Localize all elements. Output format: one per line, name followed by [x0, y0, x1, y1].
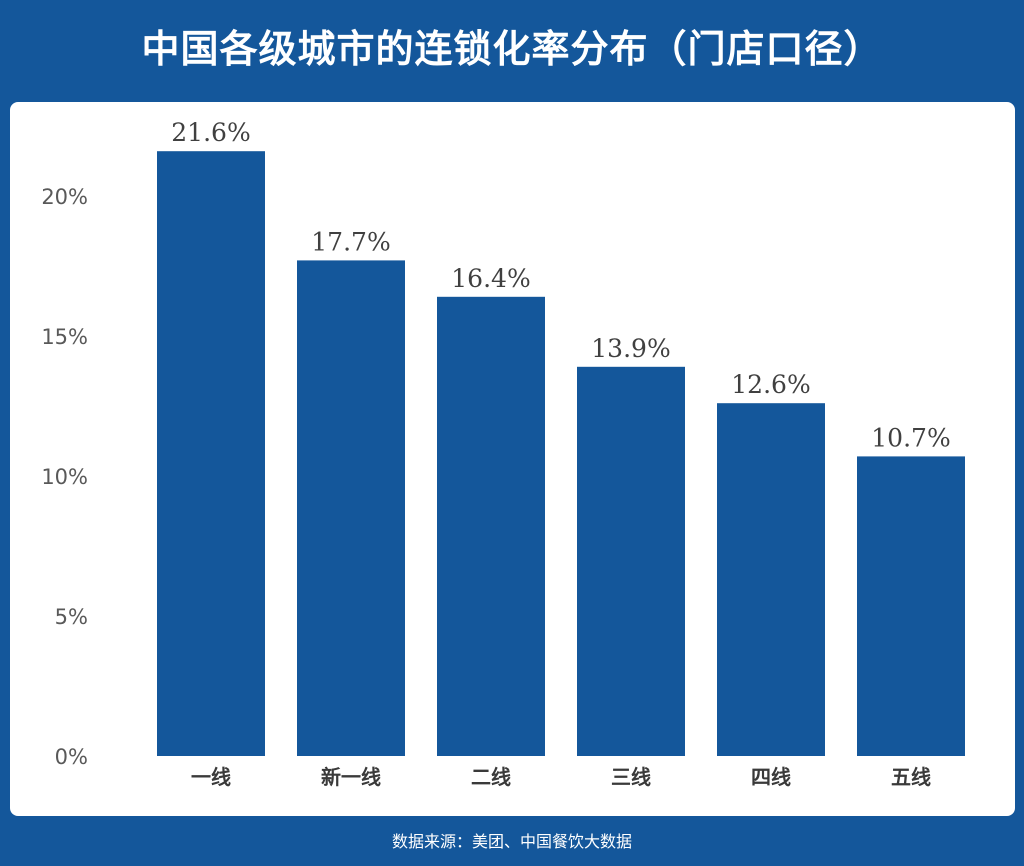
bar	[437, 296, 545, 756]
chart-title: 中国各级城市的连锁化率分布（门店口径）	[141, 27, 883, 71]
x-tick-label: 三线	[611, 765, 651, 789]
x-tick-label: 五线	[891, 765, 931, 789]
bar-data-label: 10.7%	[871, 423, 950, 452]
y-tick-label: 0%	[55, 745, 88, 769]
x-tick-label: 二线	[471, 765, 511, 789]
y-tick-label: 20%	[41, 185, 88, 209]
bar-data-label: 21.6%	[171, 118, 250, 147]
bar	[857, 456, 965, 756]
x-tick-label: 新一线	[321, 765, 381, 789]
bar	[717, 403, 825, 756]
y-axis: 0% 5% 10% 15% 20%	[41, 185, 88, 769]
bar-data-label: 16.4%	[451, 264, 530, 293]
bar-data-label: 13.9%	[591, 334, 670, 363]
bar-data-label: 12.6%	[731, 370, 810, 399]
bars: 21.6% 17.7% 16.4% 13.9% 12.6% 10.7%	[157, 118, 965, 756]
y-tick-label: 10%	[41, 465, 88, 489]
x-tick-label: 一线	[191, 765, 231, 789]
bar-data-label: 17.7%	[311, 227, 390, 256]
bar	[577, 366, 685, 756]
x-tick-label: 四线	[751, 765, 791, 789]
y-tick-label: 15%	[41, 325, 88, 349]
bar	[297, 260, 405, 756]
data-source-note: 数据来源：美团、中国餐饮大数据	[391, 832, 632, 851]
x-axis: 一线 新一线 二线 三线 四线 五线	[191, 765, 931, 789]
bar	[157, 151, 265, 756]
y-tick-label: 5%	[55, 605, 88, 629]
